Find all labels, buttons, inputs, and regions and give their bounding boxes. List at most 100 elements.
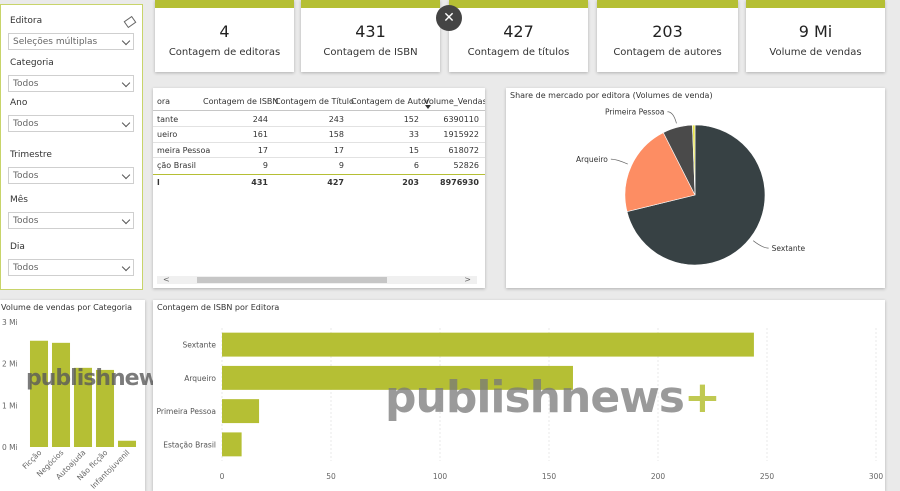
x-tick-label: 150 — [542, 472, 557, 481]
table-cell: 15 — [408, 146, 419, 155]
chart-title: Contagem de ISBN por Editora — [157, 303, 280, 312]
x-tick-label: 200 — [651, 472, 666, 481]
y-tick-label: 3 Mi — [2, 318, 18, 327]
chart-title: Volume de vendas por Categoria — [1, 303, 132, 312]
pie-label: Arqueiro — [576, 155, 608, 164]
filter-panel: Editora Seleções múltiplas Categoria Tod… — [0, 4, 143, 290]
slicer-editora-dropdown[interactable]: Seleções múltiplas — [8, 33, 134, 50]
scroll-right-icon[interactable]: > — [464, 275, 471, 284]
bar-primeira-pessoa[interactable] — [222, 399, 260, 424]
x-tick-label: 50 — [326, 472, 336, 481]
slicer-trimestre-value: Todos — [13, 171, 39, 181]
table-cell: 6 — [413, 161, 419, 170]
category-bar-svg: 0 Mi1 Mi2 Mi3 MiFicçãoNegóciosAutoajudaN… — [2, 318, 137, 491]
y-category-label: Sextante — [182, 341, 216, 350]
chevron-down-icon — [121, 262, 131, 272]
kpi-card-vendas: 9 Mi Volume de vendas — [746, 0, 885, 72]
divider — [153, 142, 485, 143]
slicer-label-ano: Ano — [10, 98, 28, 108]
slicer-ano-dropdown[interactable]: Todos — [8, 115, 134, 132]
bar-autoajuda[interactable] — [73, 367, 93, 447]
kpi-value: 427 — [503, 22, 534, 41]
x-tick-label: Infantojuvenil — [89, 448, 132, 491]
bar-estação-brasil[interactable] — [222, 432, 242, 457]
table-header[interactable]: Contagem de Título — [275, 97, 354, 106]
kpi-label: Volume de vendas — [769, 47, 862, 58]
table-cell: 9 — [338, 161, 344, 170]
kpi-accent-bar — [155, 0, 294, 8]
kpi-card-titulos: 427 Contagem de títulos — [449, 0, 588, 72]
table-header[interactable]: Contagem de ISBN — [203, 97, 279, 106]
divider — [153, 110, 485, 111]
slicer-categoria-value: Todos — [13, 79, 39, 89]
x-tick-label: 100 — [433, 472, 448, 481]
x-tick-label: 0 — [220, 472, 225, 481]
table-total-cell: l — [157, 178, 160, 187]
bar-não-ficção[interactable] — [95, 369, 115, 447]
y-tick-label: 0 Mi — [2, 443, 18, 452]
eraser-icon[interactable] — [123, 15, 137, 29]
table-cell: 243 — [328, 115, 344, 124]
slicer-label-trimestre: Trimestre — [10, 150, 52, 160]
horizontal-scrollbar[interactable]: < > — [157, 275, 477, 284]
kpi-accent-bar — [301, 0, 440, 8]
table-cell: 9 — [262, 161, 268, 170]
table-cell: meira Pessoa — [157, 146, 211, 155]
pie-slice-arqueiro[interactable] — [624, 132, 696, 212]
kpi-value: 9 Mi — [798, 22, 833, 41]
y-category-label: Estação Brasil — [163, 440, 216, 449]
watermark-plus: + — [684, 372, 721, 423]
y-tick-label: 1 Mi — [2, 401, 18, 410]
kpi-label: Contagem de editoras — [168, 47, 281, 58]
total-divider — [153, 174, 485, 175]
market-share-pie-chart: Share de mercado por editora (Volumes de… — [506, 88, 885, 288]
slicer-dia-value: Todos — [13, 263, 39, 273]
sort-desc-icon — [425, 105, 431, 109]
table-header[interactable]: Volume_Vendas — [424, 97, 485, 106]
kpi-accent-bar — [746, 0, 885, 8]
table-cell: 158 — [328, 130, 344, 139]
close-icon[interactable]: ✕ — [436, 5, 462, 31]
pie-slice-estação-brasil[interactable] — [692, 124, 696, 196]
table-total-cell: 427 — [327, 178, 344, 187]
table-cell: tante — [157, 115, 179, 124]
scroll-left-icon[interactable]: < — [163, 275, 170, 284]
slicer-categoria-dropdown[interactable]: Todos — [8, 75, 134, 92]
table-cell: 244 — [252, 115, 268, 124]
bar-sextante[interactable] — [222, 332, 754, 357]
chevron-down-icon — [121, 118, 131, 128]
pie-svg: Sextante Arqueiro Primeira Pessoa — [576, 108, 806, 266]
table-cell: ção Brasil — [157, 161, 197, 170]
bar-arqueiro[interactable] — [222, 365, 573, 390]
pie-slice-sextante[interactable] — [626, 124, 766, 266]
pie-label: Primeira Pessoa — [605, 108, 665, 117]
kpi-value: 4 — [219, 22, 230, 41]
slicer-dia-dropdown[interactable]: Todos — [8, 259, 134, 276]
slicer-label-editora: Editora — [10, 16, 43, 26]
publisher-table: ora Contagem de ISBN Contagem de Título … — [153, 88, 485, 288]
bar-infantojuvenil[interactable] — [117, 440, 137, 447]
table-cell: 33 — [408, 130, 419, 139]
slicer-mes-dropdown[interactable]: Todos — [8, 212, 134, 229]
table-cell: ueiro — [157, 130, 178, 139]
category-sales-chart: Volume de vendas por Categoria 0 Mi 1 Mi 2… — [0, 300, 188, 491]
table-cell: 161 — [252, 130, 268, 139]
watermark-logo: publishnews+ — [26, 366, 188, 391]
slicer-label-categoria: Categoria — [10, 58, 54, 68]
table-total-cell: 431 — [251, 178, 268, 187]
scrollbar-thumb[interactable] — [197, 277, 387, 283]
bar-negócios[interactable] — [51, 342, 71, 447]
watermark-text: publishnews — [26, 366, 171, 391]
table-header[interactable]: ora — [157, 97, 171, 106]
bar-ficção[interactable] — [29, 340, 49, 447]
y-category-label: Arqueiro — [184, 374, 216, 383]
table-cell: 1915922 — [443, 130, 479, 139]
kpi-value: 431 — [355, 22, 386, 41]
slicer-trimestre-dropdown[interactable]: Todos — [8, 167, 134, 184]
kpi-card-editoras: 4 Contagem de editoras — [155, 0, 294, 72]
table-header[interactable]: Contagem de Autor — [351, 97, 430, 106]
pie-leader-line — [610, 158, 628, 165]
table-cell: 17 — [257, 146, 268, 155]
pie-label: Sextante — [772, 244, 806, 253]
chevron-down-icon — [121, 215, 131, 225]
